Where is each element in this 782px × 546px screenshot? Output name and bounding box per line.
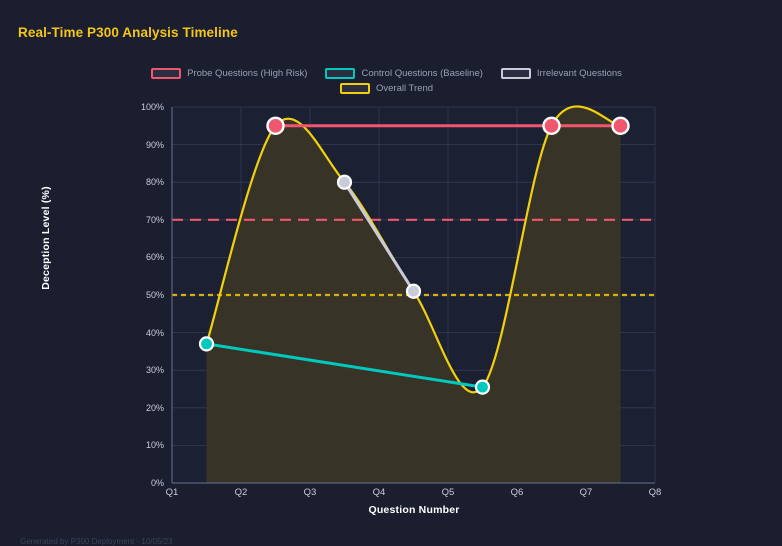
series-line — [343, 180, 415, 293]
page-title: Real-Time P300 Analysis Timeline — [18, 25, 238, 40]
legend-item[interactable]: Irrelevant Questions — [500, 68, 622, 79]
legend-item-label: Probe Questions (High Risk) — [187, 68, 308, 79]
chart-legend: Probe Questions (High Risk) Control Quest… — [118, 68, 655, 94]
legend-item[interactable]: Control Questions (Baseline) — [325, 68, 483, 79]
y-axis-title: Deception Level (%) — [40, 186, 52, 290]
y-axis-tick-label: 70% — [145, 214, 164, 225]
x-axis-tick-label: Q6 — [510, 487, 524, 498]
data-point-marker[interactable] — [405, 283, 422, 299]
series-line — [205, 342, 484, 389]
data-point-marker[interactable] — [336, 174, 353, 190]
y-axis-tick-label: 100% — [140, 102, 164, 112]
legend-item[interactable]: Overall Trend — [339, 83, 434, 94]
y-axis-tick-label: 50% — [145, 290, 164, 300]
data-point-marker[interactable] — [542, 116, 561, 136]
data-point-marker[interactable] — [266, 116, 285, 136]
data-point-marker[interactable] — [198, 336, 215, 352]
legend-item[interactable]: Probe Questions (High Risk) — [151, 68, 307, 79]
y-axis-tick-label: 60% — [145, 252, 164, 263]
legend-item-label: Irrelevant Questions — [536, 68, 622, 79]
legend-item-label: Overall Trend — [375, 83, 434, 94]
y-axis-tick-label: 30% — [145, 365, 164, 376]
legend-item-label: Control Questions (Baseline) — [361, 68, 483, 79]
x-axis-tick-label: Q7 — [579, 487, 593, 498]
x-axis-tick-label: Q3 — [303, 487, 317, 498]
x-axis-tick-label: Q1 — [165, 487, 179, 498]
line-swatch-icon — [151, 68, 182, 79]
y-axis-tick-label: 40% — [145, 327, 164, 338]
line-swatch-icon — [325, 68, 356, 79]
x-axis-tick-label: Q8 — [648, 487, 662, 498]
y-axis-tick-label: 10% — [145, 440, 164, 451]
x-axis-title: Question Number — [368, 504, 460, 516]
y-axis-tick-label: 20% — [145, 402, 164, 413]
line-swatch-icon — [339, 83, 370, 94]
x-axis-tick-label: Q5 — [441, 487, 455, 498]
data-point-marker[interactable] — [474, 379, 491, 395]
data-point-marker[interactable] — [611, 116, 630, 136]
line-swatch-icon — [500, 68, 531, 79]
y-axis-tick-label: 80% — [145, 177, 164, 188]
x-axis-tick-label: Q2 — [234, 487, 248, 498]
x-axis-tick-label: Q4 — [372, 487, 386, 498]
footer-note: Generated by P300 Deployment · 10/05/23 — [20, 537, 173, 546]
y-axis-tick-label: 90% — [145, 139, 164, 150]
y-axis-tick-label: 0% — [150, 478, 164, 488]
